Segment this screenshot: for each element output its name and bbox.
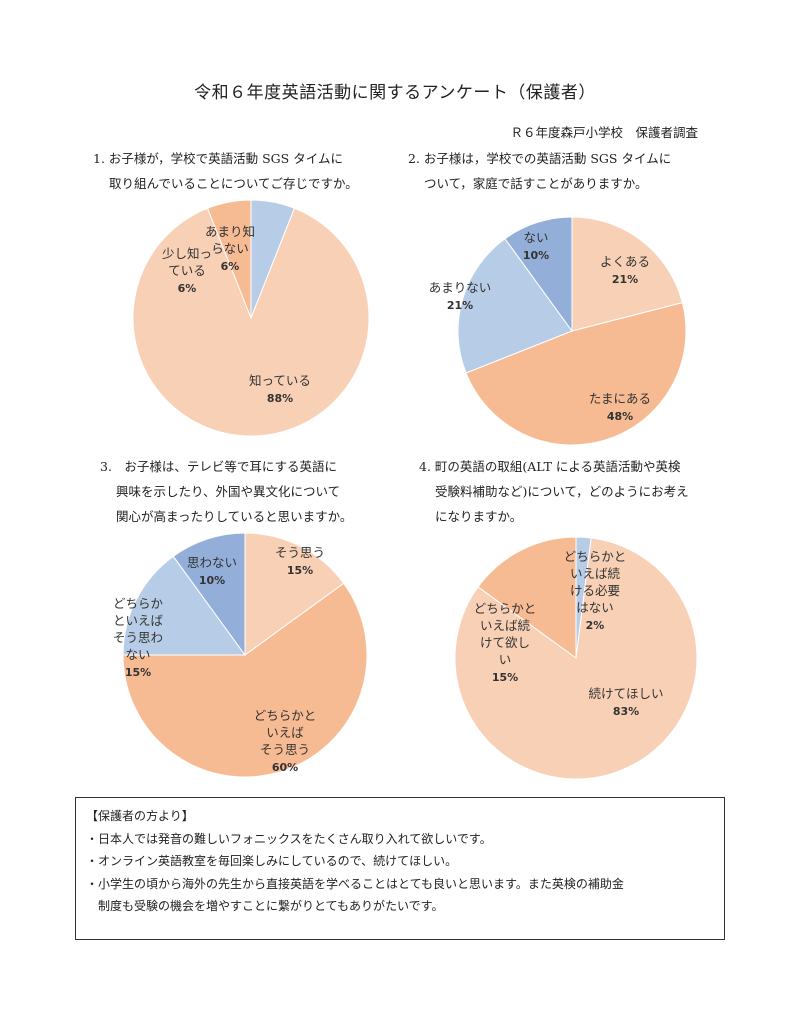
slice-label: たまにある 48% xyxy=(589,391,651,423)
comment-item-continued: 制度も受験の機会を増やすことに繋がりとてもありがたいです。 xyxy=(98,899,444,913)
question-3-line: 興味を示したり、外国や異文化について xyxy=(116,484,341,499)
pie-slice xyxy=(172,532,246,657)
pie-slice xyxy=(571,216,684,332)
comments-header: 【保護者の方より】 xyxy=(86,809,194,823)
slice-label: 知っている 88% xyxy=(249,373,311,405)
pie-slice xyxy=(206,199,252,319)
slice-label: どちらかといえば続けて欲しい 15% xyxy=(474,601,537,684)
question-4: 4. 町の英語の取組(ALT による英語活動や英検 受験料補助など)について，ど… xyxy=(419,454,689,529)
survey-subtitle: Ｒ６年度森戸小学校 保護者調査 xyxy=(510,125,698,140)
slice-label: ない 10% xyxy=(523,230,549,262)
pie-slice xyxy=(132,207,370,437)
slice-label: あまりない 21% xyxy=(429,280,492,312)
pie-slice xyxy=(244,532,345,656)
pie-slice xyxy=(457,238,573,374)
slice-label: どちらかといえばそう思う 60% xyxy=(254,708,317,774)
question-4-line: 受験料補助など)について，どのようにお考え xyxy=(435,484,689,499)
slice-label: 少し知っている 6% xyxy=(162,246,212,295)
comment-item: ・小学生の頃から海外の先生から直接英語を学べることはとても良いと思います。また英… xyxy=(86,876,624,891)
pie-slice xyxy=(477,536,577,659)
pie-slice xyxy=(504,216,573,333)
question-2: 2. お子様は，学校での英語活動 SGS タイムに ついて，家庭で話すことがあり… xyxy=(408,146,671,196)
page-title: 令和６年度英語活動に関するアンケート（保護者） xyxy=(194,83,596,103)
comment-item: ・日本人では発音の難しいフォニックスをたくさん取り入れて欲しいです。 xyxy=(86,831,492,846)
pie-slice xyxy=(465,302,687,446)
comment-item: ・オンライン英語教室を毎回楽しみにしているので、続けてほしい。 xyxy=(86,854,458,868)
question-4-line: 4. 町の英語の取組(ALT による英語活動や英検 xyxy=(419,459,681,474)
slice-label: そう思う 15% xyxy=(275,545,325,577)
slice-label: どちらかといえばそう思わない 15% xyxy=(113,596,164,679)
question-1: 1. お子様が，学校で英語活動 SGS タイムに 取り組んでいることについてご存… xyxy=(93,146,358,196)
question-1-line: 取り組んでいることについてご存じですか。 xyxy=(109,176,358,191)
slice-label: どちらかといえば続ける必要はない 2% xyxy=(564,549,627,632)
question-3-line: 関心が高まったりしていると思いますか。 xyxy=(116,509,353,524)
pie-slice xyxy=(122,555,246,656)
slice-label: 続けてほしい 83% xyxy=(588,686,663,718)
question-1-line: 1. お子様が，学校で英語活動 SGS タイムに xyxy=(93,151,343,166)
parent-comments-box: 【保護者の方より】 ・日本人では発音の難しいフォニックスをたくさん取り入れて欲し… xyxy=(75,797,725,940)
slice-label: よくある 21% xyxy=(600,254,650,286)
pie-slice xyxy=(122,582,368,778)
slice-label: あまり知らない 6% xyxy=(205,224,255,273)
question-4-line: になりますか。 xyxy=(435,509,523,524)
slice-label: 思わない 10% xyxy=(187,555,237,587)
question-2-line: ついて，家庭で話すことがありますか。 xyxy=(424,176,648,191)
question-3: 3. お子様は、テレビ等で耳にする英語に 興味を示したり、外国や異文化について … xyxy=(100,454,352,529)
question-2-line: 2. お子様は，学校での英語活動 SGS タイムに xyxy=(408,151,672,166)
question-3-line: 3. お子様は、テレビ等で耳にする英語に xyxy=(100,459,338,474)
